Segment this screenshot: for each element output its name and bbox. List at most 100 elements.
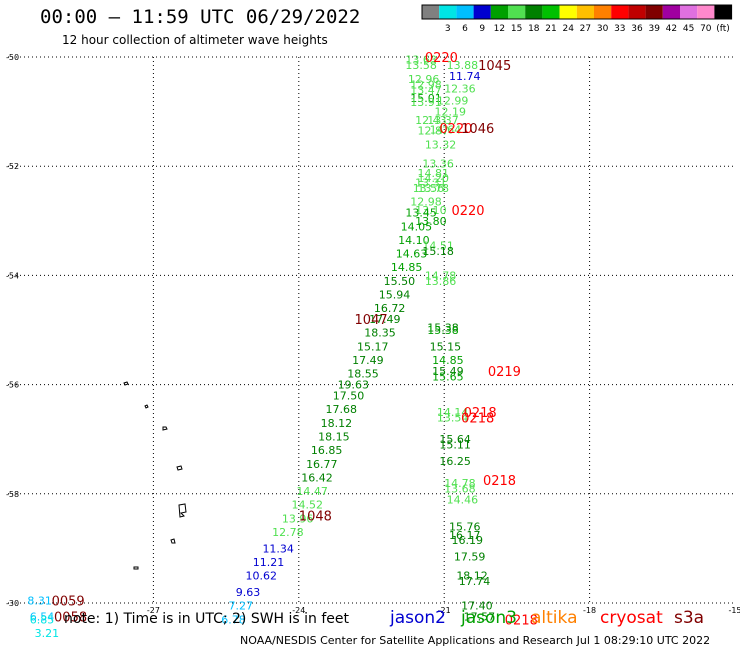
- wave-height-value: 9.63: [236, 586, 261, 599]
- wave-height-value: 6.54: [30, 611, 54, 624]
- wave-height-value: 14.47: [296, 485, 328, 498]
- wave-height-value: 15.38: [427, 321, 459, 334]
- colorbar-label: 70: [700, 24, 712, 34]
- wave-height-value: 15.94: [379, 289, 411, 302]
- wave-height-value: 14.20: [418, 172, 450, 185]
- wave-height-value: 14.10: [398, 234, 430, 247]
- gridlines: [8, 57, 735, 603]
- x-tick-label: -15: [728, 606, 740, 615]
- wave-height-value: 18.12: [456, 570, 488, 583]
- wave-height-value: 12.36: [444, 83, 476, 96]
- wave-height-value: 13.58: [405, 59, 437, 72]
- wave-height-value: 14.78: [444, 477, 476, 490]
- wave-height-value: 18.15: [318, 430, 350, 443]
- colorbar-label: 36: [631, 24, 643, 34]
- wave-height-value: 6.85: [30, 613, 54, 626]
- wave-height-value: 15.65: [432, 370, 464, 383]
- colorbar-label: 18: [528, 24, 540, 34]
- pass-time-label: 0220: [425, 51, 458, 66]
- wave-height-value: 16.77: [306, 458, 338, 471]
- wave-height-value: 11.21: [253, 556, 284, 569]
- wave-height-value: 14.51: [422, 239, 454, 252]
- colorbar-swatch: [456, 5, 474, 19]
- wave-height-value: 17.68: [325, 403, 357, 416]
- wave-height-value: 13.56: [413, 182, 445, 195]
- y-tick-label: -58: [6, 490, 19, 499]
- credit-line: NOAA/NESDIS Center for Satellite Applica…: [240, 634, 711, 647]
- wave-height-value: 13.96: [282, 512, 314, 525]
- wave-height-value: 13.68: [444, 482, 476, 495]
- wave-height-value: 17.59: [454, 551, 486, 564]
- colorbar-swatch: [662, 5, 680, 19]
- chart-title: 00:00 – 11:59 UTC 06/29/2022: [40, 6, 361, 28]
- colorbar-swatch: [628, 5, 646, 19]
- wave-height-value: 11.34: [262, 542, 294, 555]
- pass-time-label: 0218: [461, 411, 494, 426]
- wave-height-value: 16.19: [451, 534, 483, 547]
- colorbar-swatch: [439, 5, 457, 19]
- wave-height-value: 13.63: [405, 54, 437, 67]
- wave-height-value: 12.98: [410, 78, 442, 91]
- wave-height-value: 16.42: [301, 471, 333, 484]
- wave-height-value: 14.05: [401, 220, 433, 233]
- wave-height-value: 13.88: [447, 59, 479, 72]
- pass-time-label: 0220: [451, 204, 484, 219]
- wave-height-value: 14.81: [418, 167, 450, 180]
- colorbar-label: 12: [494, 24, 505, 34]
- wave-height-value: 15.15: [430, 340, 462, 353]
- legend-cryosat: cryosat: [600, 608, 663, 628]
- wave-height-value: 3.21: [35, 627, 60, 640]
- wave-height-value: 15.11: [439, 439, 471, 452]
- pass-time-label: 0218: [505, 613, 538, 628]
- colorbar-label: 45: [683, 24, 694, 34]
- colorbar-swatch: [594, 5, 612, 19]
- colorbar-label: 30: [597, 24, 609, 34]
- colorbar-swatch: [611, 5, 629, 19]
- legend-jason3: jason3: [461, 608, 517, 628]
- wave-height-value: 17.74: [459, 575, 491, 588]
- pass-time-label: 1045: [478, 59, 511, 74]
- island-outline: [176, 465, 183, 471]
- wave-height-value: 15.18: [422, 245, 454, 258]
- pass-time-label: 0218: [483, 474, 516, 489]
- legend-altika: altika: [531, 608, 578, 628]
- pass-time-label: 1048: [299, 510, 332, 525]
- wave-height-value: 14.46: [447, 493, 479, 506]
- wave-height-value: 14.78: [425, 269, 457, 282]
- colorbar-swatch: [422, 5, 440, 19]
- colorbar-label: 33: [614, 24, 625, 34]
- wave-height-value: 13.10: [415, 204, 447, 217]
- wave-height-value: 15.01: [410, 92, 442, 105]
- pass-time-label: 1047: [355, 313, 388, 328]
- y-tick-label: -52: [6, 162, 19, 171]
- wave-height-value: 12.87: [418, 125, 450, 138]
- colorbar-label: 3: [445, 24, 451, 34]
- colorbar-label: 6: [462, 24, 468, 34]
- wave-height-value: 13.36: [422, 157, 454, 170]
- colorbar: 3 6 9 12 15 18 21 24 27 30 33 36 39 42 45 70 (ft): [421, 4, 733, 34]
- wave-height-value: 12.96: [408, 73, 440, 86]
- wave-height-value: 18.35: [364, 327, 396, 340]
- wave-height-value: 7.27: [229, 600, 254, 613]
- colorbar-label: 9: [479, 24, 485, 34]
- wave-height-value: 12.19: [435, 106, 467, 119]
- chart-subtitle: 12 hour collection of altimeter wave hei…: [62, 33, 328, 47]
- wave-height-value: 14.52: [292, 499, 324, 512]
- y-tick-label: -30: [6, 599, 19, 608]
- colorbar-unit: (ft): [716, 24, 730, 34]
- wave-height-value: 13.54: [437, 411, 469, 424]
- wave-height-value: 15.38: [427, 324, 459, 337]
- wave-height-value: 18.12: [321, 417, 353, 430]
- wave-height-value: 17.49: [352, 354, 384, 367]
- pass-time-label: 0058: [54, 611, 87, 626]
- wave-height-value: 12.99: [437, 95, 469, 108]
- y-tick-label: -54: [6, 271, 19, 280]
- colorbar-label: 15: [511, 24, 522, 34]
- wave-height-value: 15.64: [439, 433, 471, 446]
- island-outline: [162, 426, 168, 431]
- wave-height-value: 13.31: [415, 177, 447, 190]
- colorbar-swatch: [697, 5, 715, 19]
- wave-height-value: 14.63: [396, 248, 428, 261]
